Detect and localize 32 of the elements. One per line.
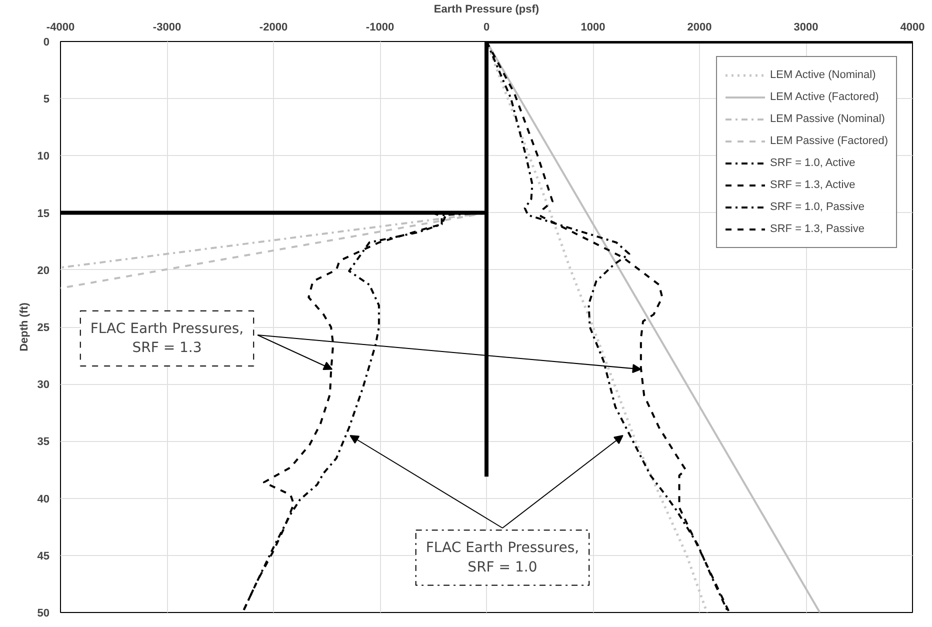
y-tick-label: 40 xyxy=(37,493,50,506)
y-tick-label: 20 xyxy=(37,264,50,277)
x-tick-label: -4000 xyxy=(46,22,75,34)
legend-label: SRF = 1.0, Passive xyxy=(770,201,864,213)
legend-label: LEM Passive (Nominal) xyxy=(770,113,885,125)
y-tick-label: 15 xyxy=(37,208,50,220)
y-tick-label: 25 xyxy=(37,322,50,334)
x-tick-label: -3000 xyxy=(152,22,182,34)
legend-label: LEM Active (Factored) xyxy=(770,91,879,103)
x-tick-label: 3000 xyxy=(794,22,818,34)
y-tick-label: 10 xyxy=(37,150,50,163)
x-tick-label: 4000 xyxy=(900,22,925,34)
x-tick-label: 2000 xyxy=(687,22,712,34)
annotation: FLAC Earth Pressures, SRF = 1.0 xyxy=(426,540,580,576)
y-tick-label: 45 xyxy=(37,550,50,562)
x-tick-label: -1000 xyxy=(366,22,394,34)
legend-label: SRF = 1.3, Active xyxy=(770,179,856,191)
x-axis-title: Earth Pressure (psf) xyxy=(434,4,540,16)
y-tick-label: 5 xyxy=(43,94,50,106)
x-tick-label: 0 xyxy=(483,22,490,34)
legend-label: LEM Passive (Factored) xyxy=(770,135,888,147)
y-tick-label: 35 xyxy=(37,436,50,448)
annotation: FLAC Earth Pressures, SRF = 1.3 xyxy=(90,320,244,356)
x-tick-label: 1000 xyxy=(580,22,606,34)
legend-label: SRF = 1.0, Active xyxy=(770,157,856,169)
legend-label: LEM Active (Nominal) xyxy=(770,69,876,81)
y-tick-label: 50 xyxy=(37,608,50,620)
x-tick-label: -2000 xyxy=(259,22,288,34)
y-axis-title: Depth (ft) xyxy=(18,302,30,352)
legend-label: SRF = 1.3, Passive xyxy=(770,223,864,235)
y-tick-label: 30 xyxy=(37,379,50,392)
y-tick-label: 0 xyxy=(43,36,50,48)
